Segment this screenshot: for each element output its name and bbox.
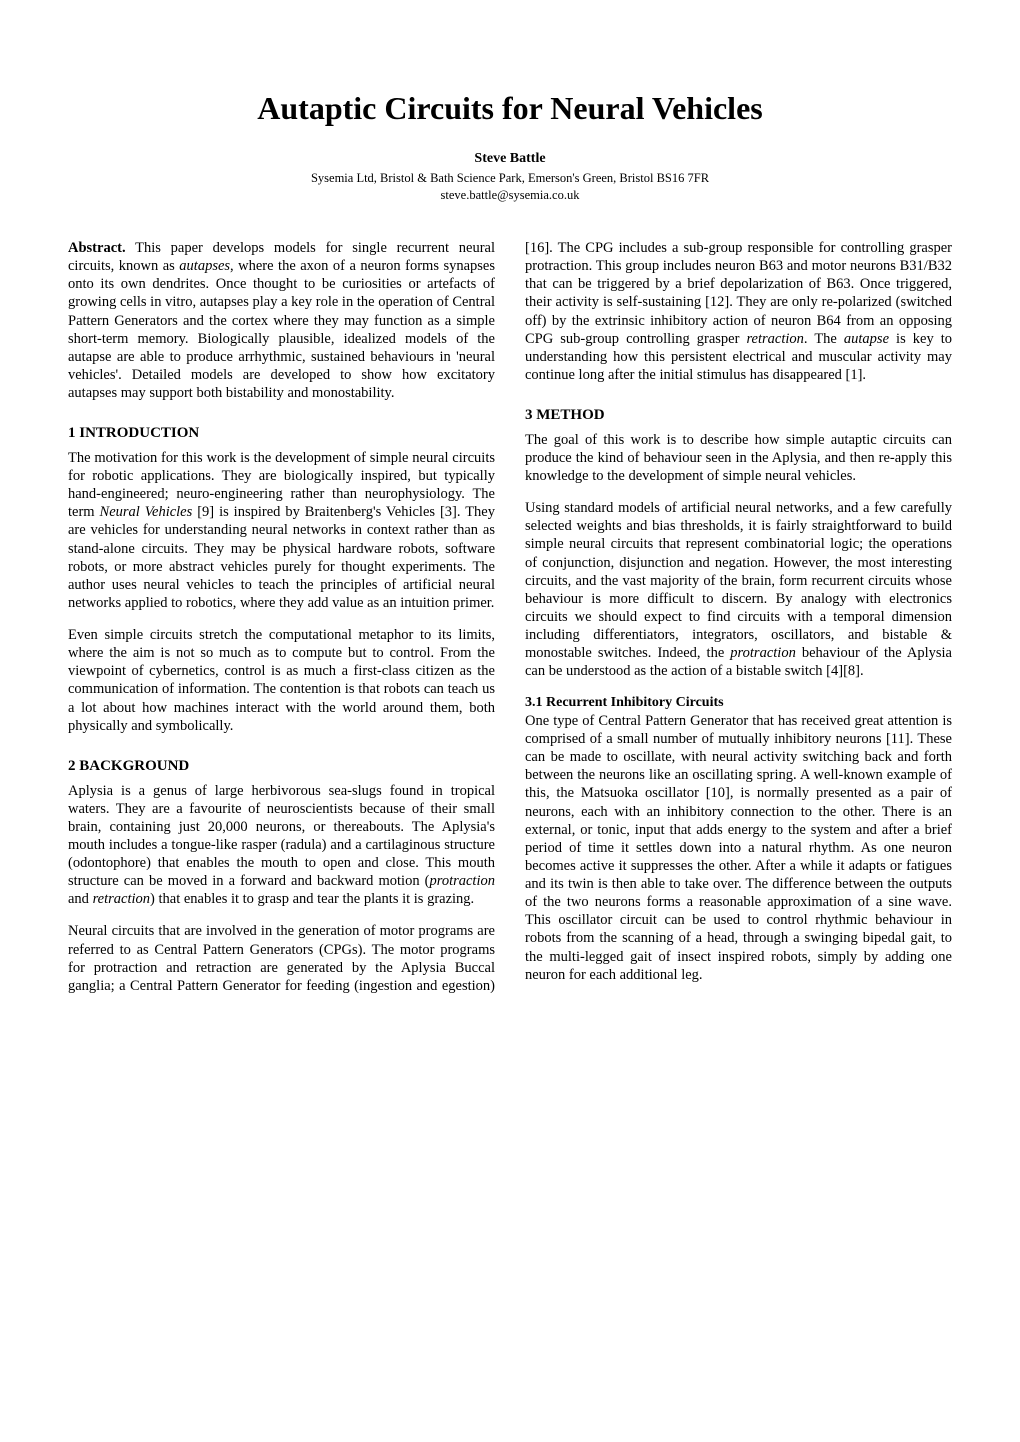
background-para-1: Aplysia is a genus of large herbivorous … (68, 782, 495, 909)
method-para-1: The goal of this work is to describe how… (525, 431, 952, 485)
subsection-heading-recurrent-inhibitory: 3.1 Recurrent Inhibitory Circuits (525, 694, 952, 712)
intro-para-2: Even simple circuits stretch the computa… (68, 626, 495, 735)
author-email: steve.battle@sysemia.co.uk (68, 188, 952, 203)
intro-para-1: The motivation for this work is the deve… (68, 449, 495, 612)
section-heading-method: 3 METHOD (525, 406, 952, 425)
abstract-text: This paper develops models for single re… (68, 240, 495, 401)
abstract-label: Abstract. (68, 240, 126, 256)
author-name: Steve Battle (68, 151, 952, 167)
abstract-block: Abstract. This paper develops models for… (68, 239, 495, 402)
section-heading-introduction: 1 INTRODUCTION (68, 424, 495, 443)
section-heading-background: 2 BACKGROUND (68, 757, 495, 776)
recurrent-inhibitory-para-1: One type of Central Pattern Generator th… (525, 712, 952, 984)
paper-title: Autaptic Circuits for Neural Vehicles (68, 90, 952, 127)
body-columns: Abstract. This paper develops models for… (68, 239, 952, 995)
method-para-2: Using standard models of artificial neur… (525, 499, 952, 680)
affiliation-text: Sysemia Ltd, Bristol & Bath Science Park… (68, 171, 952, 186)
